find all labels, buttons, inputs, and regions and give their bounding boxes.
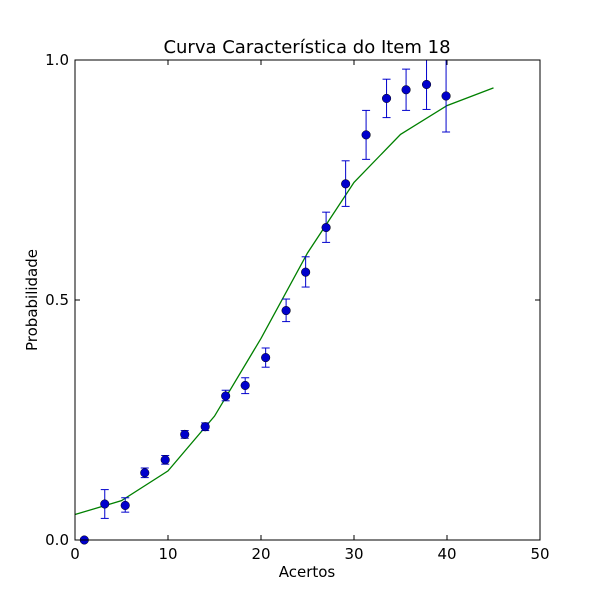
data-point-14 [361,130,371,140]
x-axis-label: Acertos [279,563,336,581]
x-tick-label-5: 50 [530,545,549,563]
data-point-17 [421,79,432,90]
data-point-8 [240,380,250,390]
data-point-2 [120,500,130,510]
y-axis-label: Probabilidade [23,249,41,351]
data-point-18 [441,91,451,101]
data-point-15 [382,93,392,103]
y-tick-label-1: 0.5 [45,291,69,309]
plot-area [74,59,494,545]
data-point-4 [160,455,170,465]
data-point-10 [281,306,291,316]
x-tick-label-4: 40 [437,545,456,563]
x-tick-label-1: 10 [158,545,177,563]
x-tick-label-0: 0 [70,545,80,563]
data-point-6 [200,422,210,432]
data-point-11 [301,267,311,277]
data-point-9 [261,353,271,363]
chart-title: Curva Característica do Item 18 [163,37,450,58]
y-axis: 0.0 0.5 1.0 [45,51,540,549]
data-point-16 [401,85,411,95]
data-point-13 [341,179,351,189]
x-tick-label-3: 30 [344,545,363,563]
fitted-curve [74,87,494,516]
data-point-3 [140,468,150,478]
data-point-7 [221,391,231,401]
x-axis: 0 10 20 30 40 50 [70,60,550,563]
x-tick-label-2: 20 [251,545,270,563]
data-point-5 [180,429,190,439]
y-tick-label-0: 0.0 [45,531,69,549]
y-tick-label-2: 1.0 [45,51,69,69]
data-point-1 [100,499,110,509]
data-point-12 [321,222,331,233]
